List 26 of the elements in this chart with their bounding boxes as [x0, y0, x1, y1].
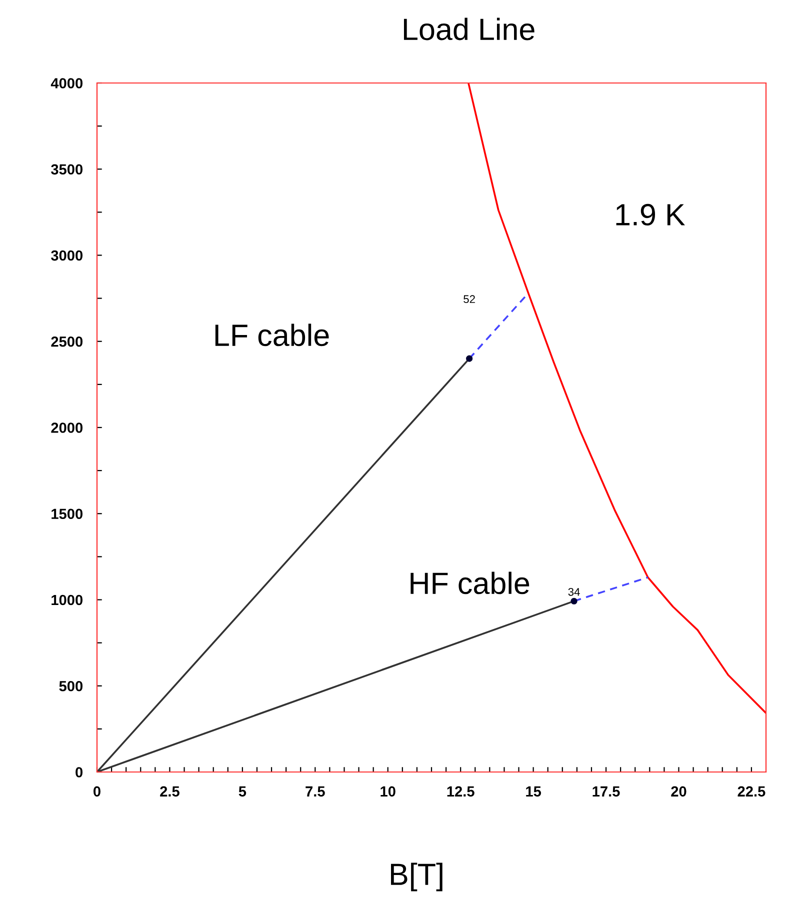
annotation: HF cable [410, 572, 530, 594]
annotation: 34 [568, 588, 580, 596]
x-tick-label: 7.5 [306, 786, 325, 797]
chart-title: Load Line [404, 18, 534, 40]
x-tick-label: 12.5 [447, 786, 474, 797]
x-tick-label: 2.5 [160, 786, 180, 797]
y-tick-label: 2000 [51, 422, 83, 433]
y-tick-label: 0 [76, 767, 83, 778]
x-tick-label: 22.5 [738, 786, 766, 797]
x-axis-title: B[T] [391, 862, 442, 892]
x-tick-label: 20 [671, 786, 686, 797]
x-tick-label: 0 [94, 786, 100, 797]
y-tick-label: 3000 [51, 250, 83, 261]
y-tick-label: 500 [59, 680, 83, 692]
x-tick-label: 10 [380, 786, 396, 797]
x-tick-label: 5 [238, 786, 246, 797]
y-tick-label: 1000 [52, 594, 83, 606]
annotation: LF cable [215, 324, 329, 346]
y-tick-label: 3500 [51, 164, 83, 175]
x-tick-label: 17.5 [592, 786, 620, 797]
y-tick-label: 1500 [52, 508, 83, 520]
annotation: 52 [464, 295, 475, 304]
y-tick-label: 2500 [51, 336, 83, 347]
annotation: 1.9 K [616, 204, 685, 226]
y-tick-label: 4000 [50, 78, 83, 88]
x-tick-label: 15 [526, 786, 542, 797]
